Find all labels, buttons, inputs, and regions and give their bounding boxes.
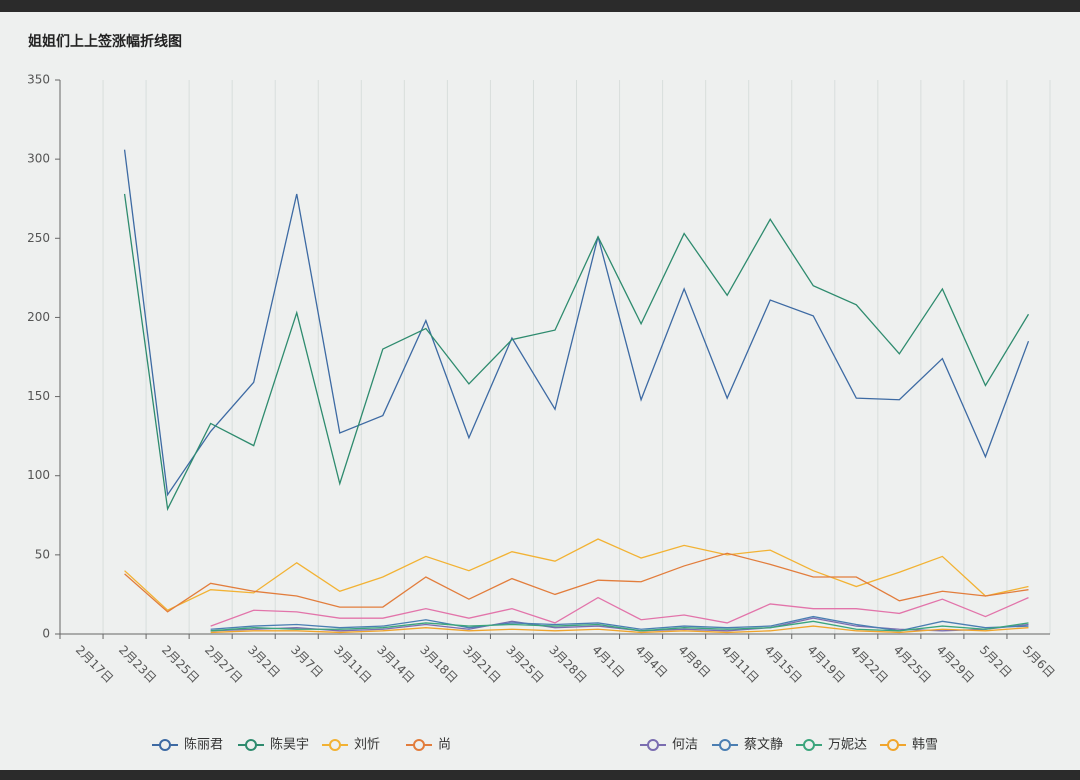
legend-label: 陈丽君 bbox=[184, 737, 223, 753]
y-tick-label: 100 bbox=[27, 468, 50, 482]
chart-background bbox=[0, 12, 1080, 770]
y-tick-label: 300 bbox=[27, 152, 50, 166]
y-tick-label: 250 bbox=[27, 231, 50, 245]
legend-marker bbox=[719, 739, 731, 751]
series-line bbox=[123, 193, 1030, 512]
legend-marker bbox=[647, 739, 659, 751]
series-line bbox=[210, 617, 1029, 632]
legend-marker bbox=[803, 739, 815, 751]
series-line bbox=[210, 625, 1029, 634]
series-line bbox=[124, 538, 1029, 612]
legend-marker bbox=[159, 739, 171, 751]
legend-label: 韩雪 bbox=[912, 738, 938, 753]
y-tick-label: 50 bbox=[35, 547, 50, 561]
legend-label: 尚 bbox=[438, 738, 451, 753]
legend-label: 蔡文静 bbox=[744, 738, 783, 753]
legend-marker bbox=[413, 739, 425, 751]
legend-marker bbox=[245, 739, 257, 751]
legend-label: 何洁 bbox=[672, 737, 698, 753]
legend-marker bbox=[329, 739, 341, 751]
y-tick-label: 200 bbox=[27, 310, 50, 324]
legend-label: 陈昊宇 bbox=[270, 737, 309, 753]
legend-label: 刘忻 bbox=[354, 738, 380, 753]
series-line bbox=[210, 620, 1029, 632]
y-tick-label: 0 bbox=[42, 627, 50, 641]
series-line bbox=[123, 149, 1030, 497]
y-tick-label: 350 bbox=[27, 73, 50, 87]
legend-marker bbox=[887, 739, 899, 751]
series-line bbox=[210, 596, 1029, 627]
series-line bbox=[124, 552, 1029, 613]
series-line bbox=[210, 615, 1029, 632]
legend-label: 万妮达 bbox=[828, 738, 867, 753]
y-tick-label: 150 bbox=[27, 389, 50, 403]
chart-title: 姐姐们上上签涨幅折线图 bbox=[28, 33, 182, 50]
